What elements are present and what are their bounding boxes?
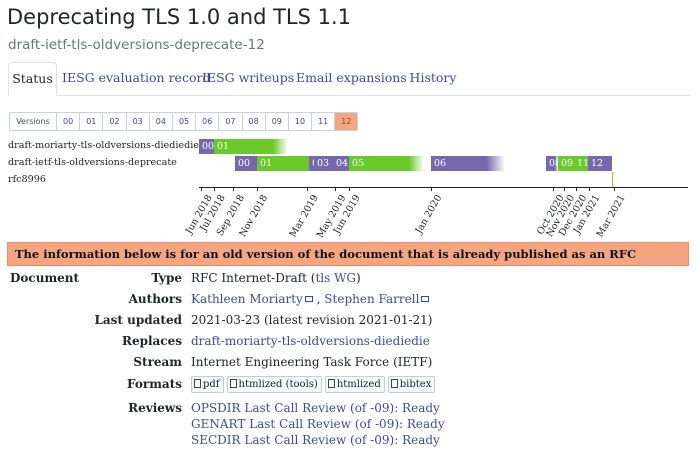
review-item: OPSDIR Last Call Review (of -09): Ready xyxy=(191,401,440,415)
timeline-revision[interactable]: 06 xyxy=(431,156,505,171)
timeline-revision[interactable]: 04 xyxy=(333,156,349,171)
format-label: pdf xyxy=(203,379,220,390)
timeline-row-label: rfc8996 xyxy=(8,174,46,185)
axis-tick xyxy=(214,187,215,191)
authors-label: Authors xyxy=(128,292,182,306)
timeline-axis xyxy=(199,187,688,188)
version-04[interactable]: 04 xyxy=(150,113,173,130)
version-08[interactable]: 08 xyxy=(243,113,266,130)
versions-bar: Versions 00 01 02 03 04 05 06 07 08 09 1… xyxy=(9,112,359,131)
tab-bar: Status IESG evaluation record IESG write… xyxy=(8,62,690,96)
tab-iesg-evaluation-record[interactable]: IESG evaluation record xyxy=(62,70,211,85)
tab-status[interactable]: Status xyxy=(8,62,57,96)
format-pdf-button[interactable]: pdf xyxy=(191,376,224,393)
version-03[interactable]: 03 xyxy=(127,113,150,130)
replaces-value: draft-moriarty-tls-oldversions-diediedie xyxy=(191,334,430,348)
formats-value: pdf htmlized (tools) htmlized bibtex xyxy=(191,376,438,393)
reviews-label: Reviews xyxy=(128,401,182,415)
last-updated-value: 2021-03-23 (latest revision 2021-01-21) xyxy=(191,313,433,327)
axis-tick xyxy=(564,187,565,191)
axis-tick xyxy=(431,187,432,191)
timeline-revision[interactable]: 0 xyxy=(309,156,314,171)
format-htmlized-tools-button[interactable]: htmlized (tools) xyxy=(226,376,322,393)
author-link[interactable]: Kathleen Moriarty xyxy=(191,292,303,306)
replaces-label: Replaces xyxy=(121,334,182,348)
review-item: GENART Last Call Review (of -09): Ready xyxy=(191,417,445,431)
axis-tick xyxy=(553,187,554,191)
review-link[interactable]: SECDIR Last Call Review (of -09): Ready xyxy=(191,433,440,447)
axis-tick-label: Jan 2020 xyxy=(413,193,445,236)
timeline-row-label: draft-ietf-tls-oldversions-deprecate xyxy=(8,157,177,168)
type-label: Type xyxy=(151,271,182,285)
tab-history[interactable]: History xyxy=(409,70,457,85)
timeline-revision[interactable]: 11 xyxy=(574,156,588,171)
page-title: Deprecating TLS 1.0 and TLS 1.1 xyxy=(7,5,352,29)
email-icon[interactable] xyxy=(304,296,313,302)
axis-tick xyxy=(589,187,590,191)
timeline-revision[interactable]: 12 xyxy=(588,156,612,171)
draft-name: draft-ietf-tls-oldversions-deprecate-12 xyxy=(8,37,265,53)
format-label: bibtex xyxy=(399,379,432,390)
document-icon xyxy=(327,379,335,388)
version-12-current[interactable]: 12 xyxy=(335,113,358,130)
type-value: RFC Internet-Draft (tls WG) xyxy=(191,271,361,285)
review-item: SECDIR Last Call Review (of -09): Ready xyxy=(191,433,440,447)
version-05[interactable]: 05 xyxy=(173,113,197,130)
timeline-revision[interactable]: 00 xyxy=(199,139,214,154)
axis-tick xyxy=(576,187,577,191)
timeline-revision[interactable]: 01 xyxy=(257,156,309,171)
version-02[interactable]: 02 xyxy=(103,113,127,130)
tls-wg-link[interactable]: tls WG xyxy=(315,271,357,285)
versions-label: Versions xyxy=(10,113,57,130)
version-10[interactable]: 10 xyxy=(289,113,313,130)
axis-tick xyxy=(614,187,615,191)
axis-tick xyxy=(257,187,258,191)
axis-tick xyxy=(335,187,336,191)
version-07[interactable]: 07 xyxy=(219,113,243,130)
rfc-publication-marker xyxy=(612,172,613,188)
document-icon xyxy=(390,379,398,388)
axis-tick xyxy=(349,187,350,191)
document-icon xyxy=(229,379,237,388)
last-updated-label: Last updated xyxy=(94,313,182,327)
format-htmlized-button[interactable]: htmlized xyxy=(324,376,385,393)
stream-value: Internet Engineering Task Force (IETF) xyxy=(191,355,433,369)
format-bibtex-button[interactable]: bibtex xyxy=(387,376,436,393)
version-09[interactable]: 09 xyxy=(266,113,289,130)
timeline-revision[interactable]: 05 xyxy=(349,156,424,171)
timeline-revision[interactable]: 00 xyxy=(235,156,257,171)
axis-tick xyxy=(307,187,308,191)
version-00[interactable]: 00 xyxy=(57,113,81,130)
timeline-row-label: draft-moriarty-tls-oldversions-diediedie xyxy=(8,140,199,151)
email-icon[interactable] xyxy=(421,296,430,302)
old-version-banner: The information below is for an old vers… xyxy=(7,242,689,266)
tab-iesg-writeups[interactable]: IESG writeups xyxy=(202,70,295,85)
author-link[interactable]: Stephen Farrell xyxy=(324,292,420,306)
author-separator: , xyxy=(312,292,325,306)
tab-email-expansions[interactable]: Email expansions xyxy=(296,70,407,85)
review-link[interactable]: GENART Last Call Review (of -09): Ready xyxy=(191,417,445,431)
timeline-revision[interactable]: 09 xyxy=(558,156,574,171)
review-link[interactable]: OPSDIR Last Call Review (of -09): Ready xyxy=(191,401,440,415)
replaces-link[interactable]: draft-moriarty-tls-oldversions-diediedie xyxy=(191,334,430,348)
type-close: ) xyxy=(356,271,361,285)
version-06[interactable]: 06 xyxy=(196,113,220,130)
timeline-revision[interactable]: 01 xyxy=(214,139,288,154)
axis-tick xyxy=(201,187,202,191)
timeline-revision[interactable]: 03 xyxy=(314,156,333,171)
section-heading-document: Document xyxy=(10,271,80,285)
version-01[interactable]: 01 xyxy=(80,113,104,130)
document-icon xyxy=(194,379,201,388)
format-label: htmlized (tools) xyxy=(238,379,318,390)
format-label: htmlized xyxy=(336,379,381,390)
authors-value: Kathleen Moriarty , Stephen Farrell xyxy=(191,292,430,306)
axis-tick xyxy=(233,187,234,191)
formats-label: Formats xyxy=(127,377,182,391)
stream-label: Stream xyxy=(133,355,182,369)
timeline-revision[interactable]: 08 xyxy=(546,156,558,171)
type-text: RFC Internet-Draft ( xyxy=(191,271,316,285)
version-11[interactable]: 11 xyxy=(312,113,336,130)
